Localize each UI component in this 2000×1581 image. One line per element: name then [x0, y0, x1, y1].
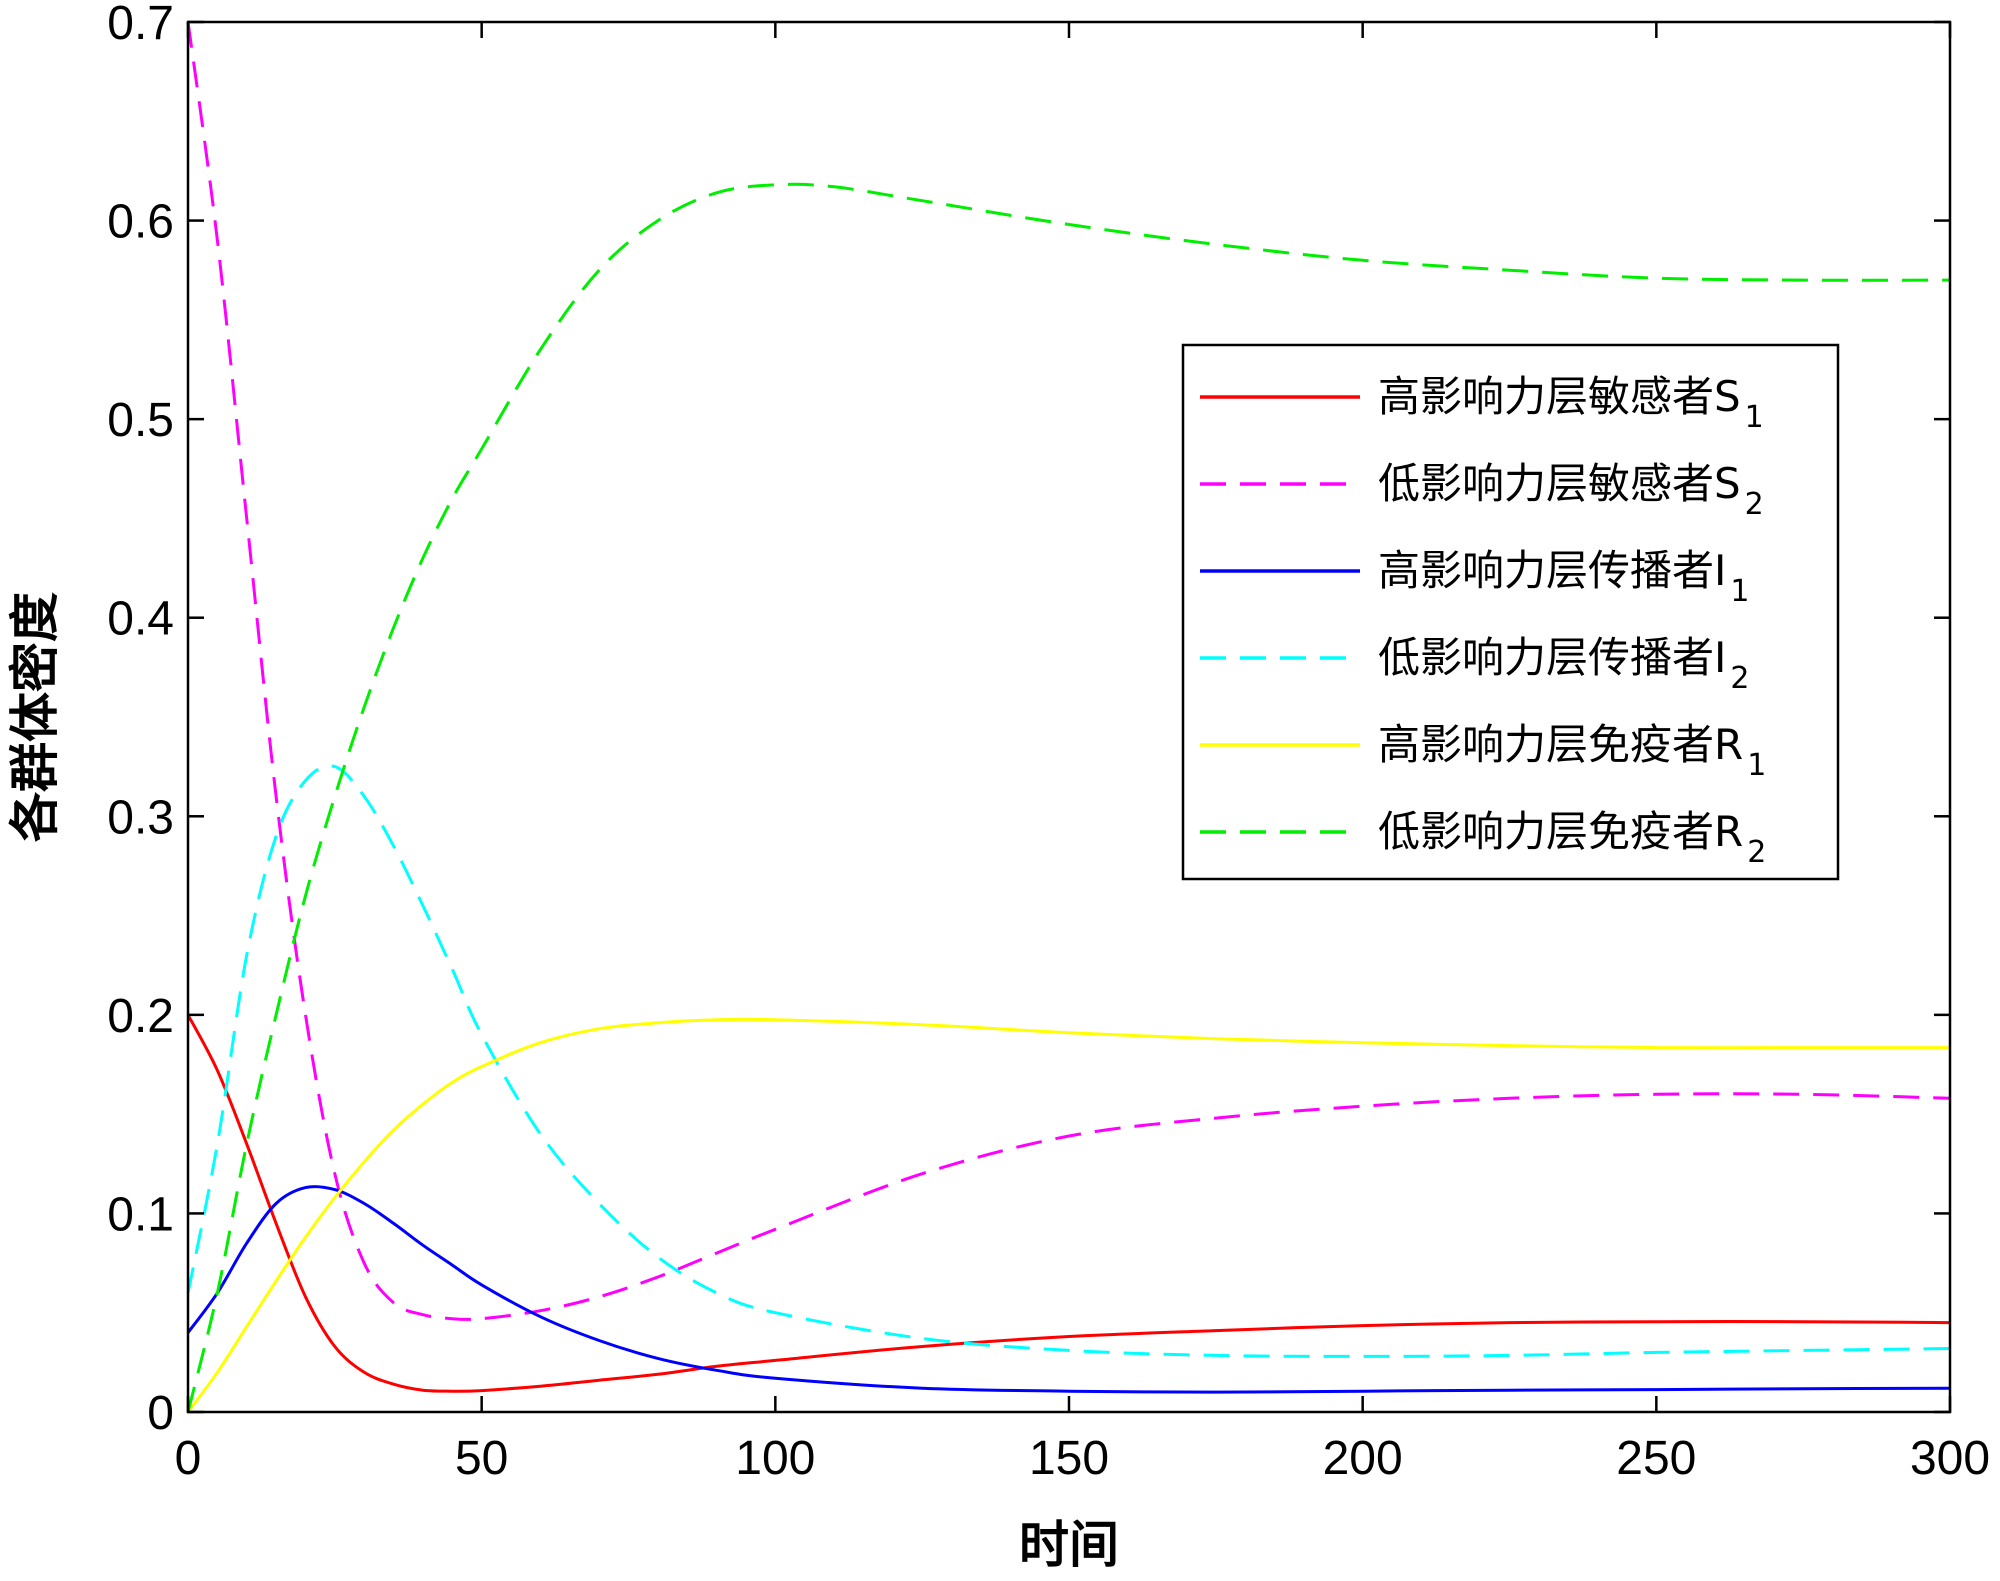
x-tick-label: 0: [175, 1432, 202, 1485]
y-axis-title: 各群体密度: [6, 592, 64, 842]
x-tick-label: 150: [1029, 1432, 1109, 1485]
y-tick-label: 0.7: [107, 0, 174, 50]
y-tick-label: 0.1: [107, 1188, 174, 1241]
y-tick-label: 0.6: [107, 196, 174, 249]
x-axis-title: 时间: [1019, 1516, 1119, 1574]
series-line-5: [186, 1017, 1950, 1413]
x-tick-label: 300: [1910, 1432, 1990, 1485]
x-tick-label: 100: [735, 1432, 815, 1485]
y-tick-label: 0: [147, 1387, 174, 1440]
legend-label-4: 低影响力层传播者I 2: [1378, 633, 1749, 696]
x-tick-label: 200: [1323, 1432, 1403, 1485]
x-tick-label: 50: [455, 1432, 508, 1485]
series-line-6: [186, 182, 1951, 1413]
ticks-layer: 0 50 100 150 200 250 300 0 0.1 0.2 0.3 0.4 0.5 0.6 0.7: [107, 0, 1990, 1485]
legend-label-2: 低影响力层敏感者S 2: [1378, 459, 1764, 522]
legend-label-5: 高影响力层免疫者R 1: [1378, 720, 1766, 783]
x-tick-label: 250: [1616, 1432, 1696, 1485]
series-line-3: [186, 1185, 1951, 1394]
legend-label-3: 高影响力层传播者I 1: [1378, 546, 1749, 609]
series-line-4: [186, 764, 1951, 1358]
y-tick-label: 0.3: [107, 791, 174, 844]
series-line-2: [186, 21, 1951, 1321]
y-tick-label: 0.4: [107, 593, 174, 646]
series-line-1: [186, 1014, 1951, 1393]
y-tick-label: 0.2: [107, 990, 174, 1043]
legend-label-1: 高影响力层敏感者S 1: [1378, 372, 1764, 435]
y-tick-label: 0.5: [107, 394, 174, 447]
series-layer: [186, 21, 1951, 1413]
legend-label-6: 低影响力层免疫者R 2: [1378, 807, 1766, 870]
legend-box: [1181, 343, 1840, 881]
legend: 高影响力层敏感者S 1 低影响力层敏感者S 2 高影响力层传播者I 1 低影响力层传播者I 2…: [1181, 343, 1840, 881]
